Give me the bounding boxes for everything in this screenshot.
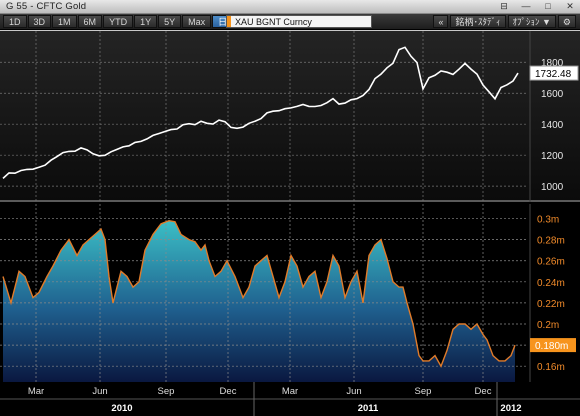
timeframe-selector: 1D 3D 1M 6M YTD 1Y 5Y Max 日足 ▼	[3, 15, 254, 28]
timeframe-1m[interactable]: 1M	[52, 15, 77, 28]
open-interest-line	[2, 219, 516, 368]
month-label: Jun	[92, 386, 107, 397]
last-oi-label: 0.180m	[535, 341, 568, 352]
window-title: G 55 - CFTC Gold	[6, 1, 87, 12]
oi-tick-label: 0.3m	[537, 215, 559, 226]
year-label: 2011	[358, 403, 379, 414]
month-label: Sep	[415, 386, 432, 397]
price-tick-label: 1400	[541, 120, 564, 131]
timeframe-1d[interactable]: 1D	[3, 15, 27, 28]
open-interest-panel[interactable]: 0.16m 0.2m 0.22m 0.24m 0.26m 0.28m 0.3m 0.180m M…	[0, 204, 580, 416]
price-tick-label: 1800	[541, 58, 564, 69]
last-oi-badge	[530, 338, 576, 353]
month-label: Mar	[282, 386, 298, 397]
maximize-icon[interactable]: □	[545, 1, 551, 11]
price-series-line	[2, 46, 519, 179]
security-input[interactable]: XAU BGNT Curncy	[226, 15, 372, 28]
collapse-icon[interactable]: «	[433, 15, 449, 28]
oi-tick-label: 0.26m	[537, 257, 565, 268]
pin-window-icon[interactable]: ⊟	[500, 1, 508, 11]
options-dropdown[interactable]: ｵﾌﾟｼｮﾝ ▼	[507, 15, 556, 28]
open-interest-area	[3, 220, 515, 382]
timeframe-3d[interactable]: 3D	[27, 15, 52, 28]
month-label: Jun	[346, 386, 361, 397]
open-interest-chart: 0.16m 0.2m 0.22m 0.24m 0.26m 0.28m 0.3m 0.180m M…	[0, 204, 580, 416]
window-controls: ⊟ — □ ✕	[498, 1, 576, 12]
oi-tick-label: 0.2m	[537, 320, 559, 331]
month-label: Dec	[475, 386, 492, 397]
timeframe-max[interactable]: Max	[182, 15, 212, 28]
price-tick-label: 1600	[541, 89, 564, 100]
month-label: Mar	[28, 386, 44, 397]
oi-tick-label: 0.28m	[537, 236, 565, 247]
month-label: Sep	[158, 386, 175, 397]
price-panel[interactable]: 1000 1200 1400 1600 1800 1732.48	[0, 31, 580, 202]
last-price-badge	[529, 65, 579, 81]
month-label: Dec	[220, 386, 237, 397]
timeframe-6m[interactable]: 6M	[77, 15, 103, 28]
oi-tick-label: 0.24m	[537, 278, 565, 289]
window-titlebar: G 55 - CFTC Gold ⊟ — □ ✕	[0, 0, 580, 14]
gear-icon[interactable]: ⚙	[557, 15, 576, 28]
last-price-label: 1732.48	[535, 69, 572, 80]
timeframe-1y[interactable]: 1Y	[134, 15, 158, 28]
year-label: 2010	[111, 403, 132, 414]
timeframe-5y[interactable]: 5Y	[158, 15, 182, 28]
chart-area: 1000 1200 1400 1600 1800 1732.48 0.16m 0.2m 0.2…	[0, 31, 580, 416]
price-tick-label: 1200	[541, 151, 564, 162]
year-label: 2012	[500, 403, 521, 414]
timeframe-ytd[interactable]: YTD	[103, 15, 134, 28]
security-color-marker	[227, 16, 231, 27]
minimize-icon[interactable]: —	[521, 1, 531, 11]
close-icon[interactable]: ✕	[566, 1, 574, 11]
oi-tick-label: 0.22m	[537, 299, 565, 310]
chart-toolbar: 1D 3D 1M 6M YTD 1Y 5Y Max 日足 ▼ XAU BGNT …	[0, 14, 580, 30]
oi-tick-label: 0.16m	[537, 362, 565, 373]
security-study-button[interactable]: 銘柄･ｽﾀﾃﾞｨ	[450, 15, 506, 28]
price-tick-label: 1000	[541, 182, 564, 193]
security-ticker: XAU BGNT Curncy	[235, 17, 312, 27]
chart-tools: « 銘柄･ｽﾀﾃﾞｨ ｵﾌﾟｼｮﾝ ▼ ⚙	[433, 15, 576, 28]
